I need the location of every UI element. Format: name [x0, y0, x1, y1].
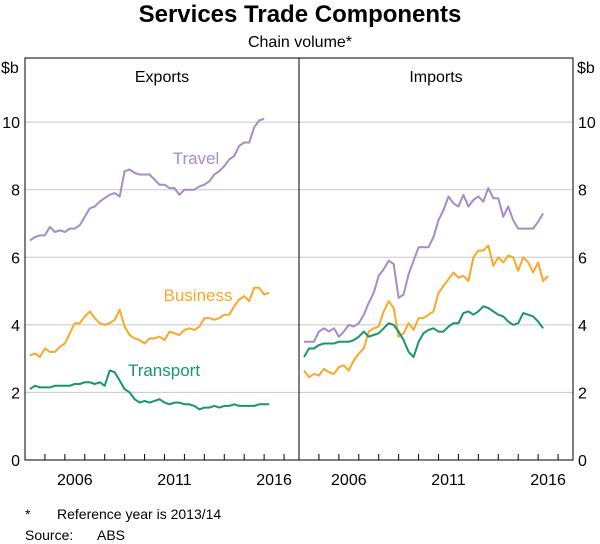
x-tick-label: 2011: [431, 472, 466, 489]
y-tick-label-right: 0: [578, 453, 587, 470]
x-tick-label: 2006: [57, 472, 93, 489]
y-tick-label-right: 10: [578, 115, 596, 132]
series-lines: [29, 117, 549, 411]
y-tick-label-left: 4: [11, 318, 20, 335]
panel-title-exports: Exports: [135, 69, 189, 86]
y-tick-label-right: 6: [578, 250, 587, 267]
series-label-travel: Travel: [173, 149, 220, 168]
footnote-text: Reference year is 2013/14: [57, 506, 221, 522]
series-line-exports-transport: [29, 369, 270, 411]
x-tick-label: 2016: [530, 472, 566, 489]
panel-title-imports: Imports: [409, 69, 462, 86]
series-line-exports-business: [29, 286, 270, 358]
y-unit-right: $b: [577, 60, 595, 77]
y-tick-label-right: 8: [578, 183, 587, 200]
y-tick-label-right: 4: [578, 318, 587, 335]
chart-subtitle: Chain volume*: [248, 34, 352, 51]
y-tick-label-left: 0: [11, 453, 20, 470]
series-line-imports-business: [303, 244, 549, 379]
source-text: ABS: [97, 527, 125, 543]
x-tick-label: 2006: [331, 472, 367, 489]
y-tick-label-left: 6: [11, 250, 20, 267]
y-tick-label-left: 8: [11, 183, 20, 200]
series-line-exports-travel: [29, 117, 265, 242]
y-unit-left: $b: [1, 60, 19, 77]
series-line-imports-transport: [303, 305, 544, 358]
x-tick-label: 2011: [157, 472, 192, 489]
series-label-business: Business: [164, 286, 233, 305]
series-label-transport: Transport: [128, 361, 200, 380]
y-tick-label-right: 2: [578, 385, 587, 402]
chart-title: Services Trade Components: [139, 1, 462, 28]
y-tick-label-left: 2: [11, 385, 20, 402]
axis-ticks: 0 0 2 2 4 4 6 6 8 8 10 10 2006 2011 2016 2006 2011 2016: [2, 115, 596, 489]
series-line-imports-travel: [304, 187, 544, 343]
footnote-marker: *: [25, 506, 31, 522]
y-tick-label-left: 10: [2, 115, 20, 132]
source-label: Source:: [25, 527, 73, 543]
x-tick-label: 2016: [256, 472, 292, 489]
